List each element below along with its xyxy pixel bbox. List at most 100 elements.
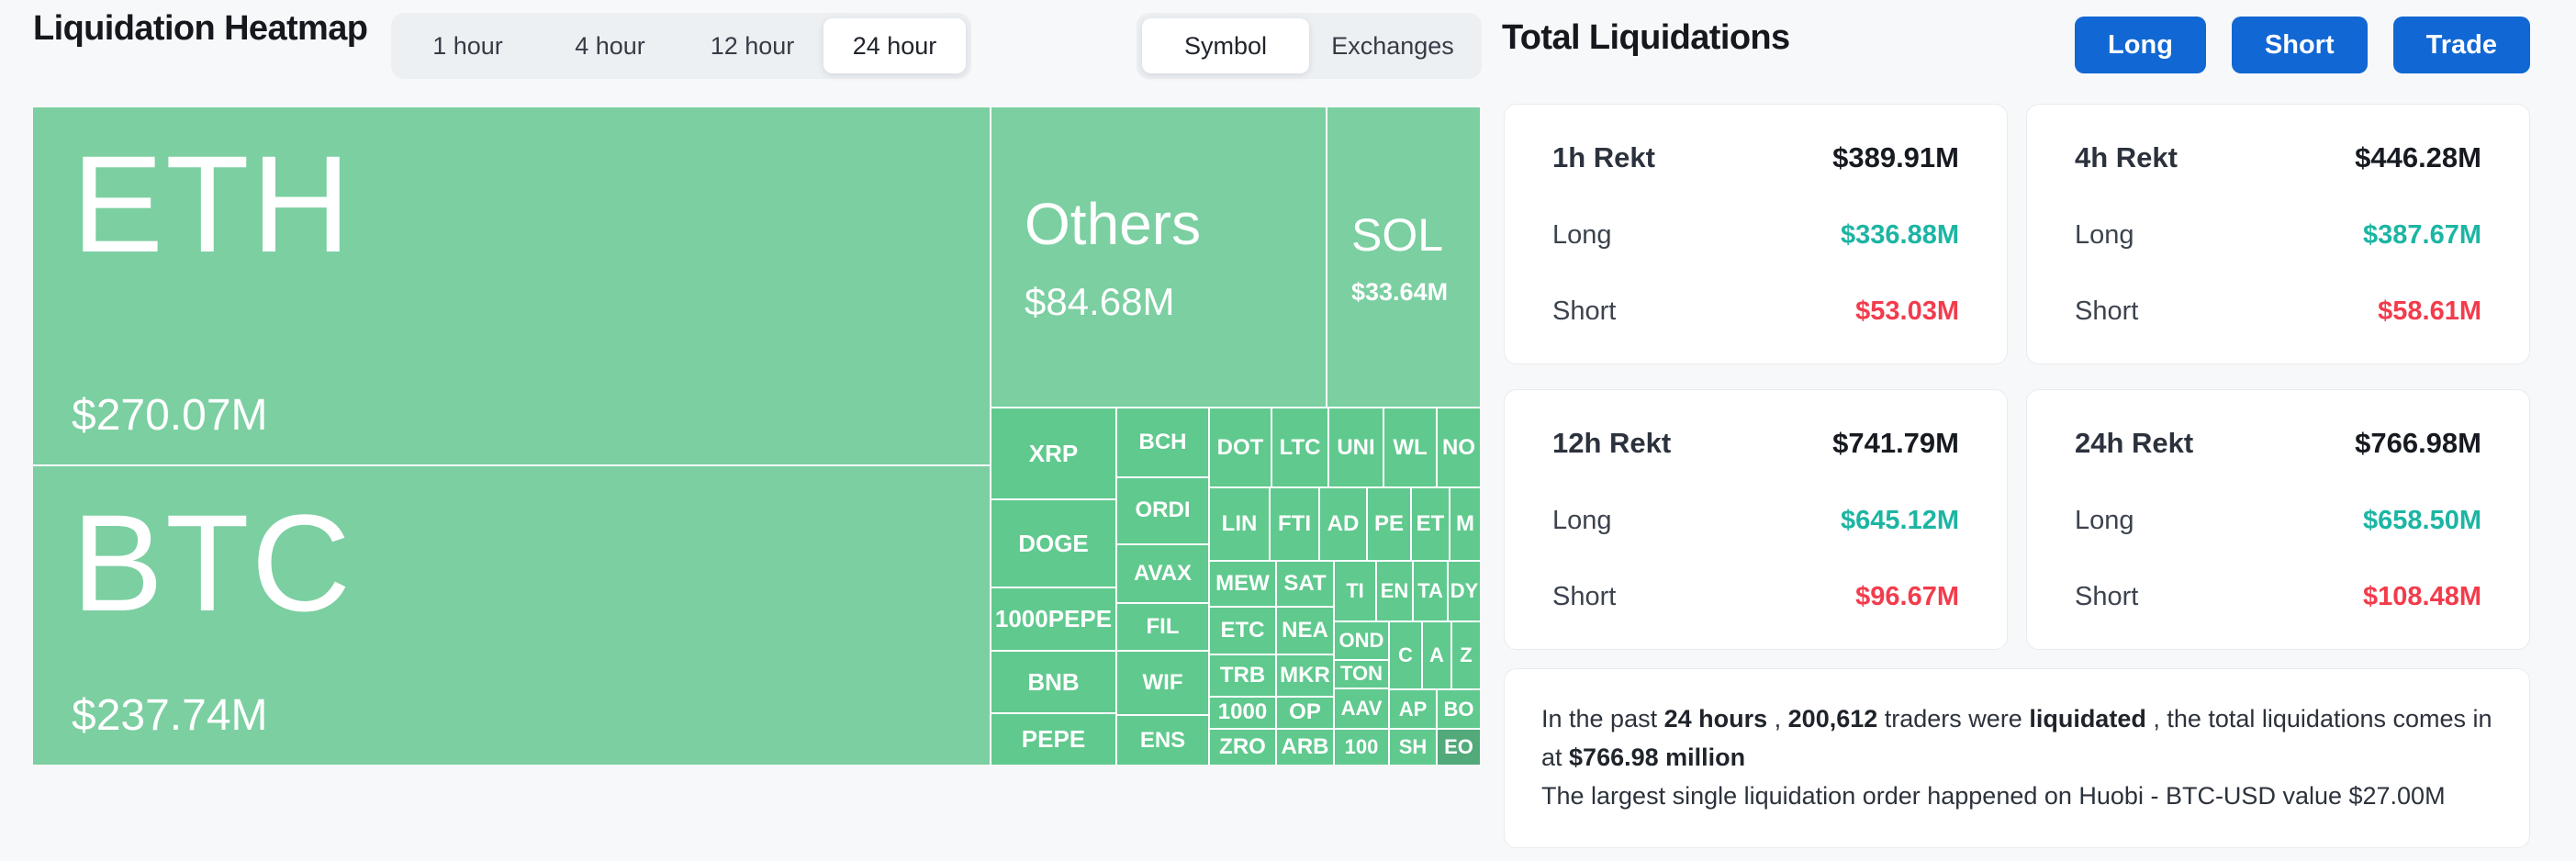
treemap-cell-symbol: TRB <box>1219 663 1266 688</box>
treemap-cell-etc[interactable]: ETC <box>1210 608 1275 654</box>
treemap-cell-m[interactable]: M <box>1450 488 1480 560</box>
long-value: $645.12M <box>1841 506 1959 535</box>
treemap-cell-value: $237.74M <box>72 690 268 740</box>
treemap-cell-symbol: ETH <box>72 127 353 281</box>
card-total: $389.91M <box>1832 141 1959 173</box>
treemap-cell-a[interactable]: A <box>1423 621 1450 688</box>
treemap-cell-symbol: DY <box>1450 578 1479 602</box>
treemap-cell-xrp[interactable]: XRP <box>991 408 1115 498</box>
treemap-cell-pepe[interactable]: PEPE <box>991 714 1115 765</box>
treemap-cell-bch[interactable]: BCH <box>1117 408 1208 476</box>
treemap-cell-btc[interactable]: BTC $237.74M <box>33 466 990 765</box>
short-label: Short <box>1552 582 1617 611</box>
tab-symbol[interactable]: Symbol <box>1142 18 1309 73</box>
short-label: Short <box>1552 296 1617 326</box>
treemap-cell-fti[interactable]: FTI <box>1271 488 1318 560</box>
treemap-cell-symbol: NEA <box>1282 618 1328 643</box>
treemap-cell-ti[interactable]: TI <box>1335 562 1375 621</box>
treemap-cell-1000pepe[interactable]: 1000PEPE <box>991 588 1115 650</box>
treemap-cell-ta[interactable]: TA <box>1414 562 1447 621</box>
treemap-cell-dy[interactable]: DY <box>1449 562 1480 621</box>
treemap-cell-zro[interactable]: ZRO <box>1210 730 1275 765</box>
card-period: 24h Rekt <box>2075 427 2194 459</box>
tab-exchanges[interactable]: Exchanges <box>1331 31 1454 60</box>
long-value: $336.88M <box>1841 220 1959 250</box>
treemap-cell-others[interactable]: Others $84.68M <box>991 107 1326 407</box>
treemap-cell-ap[interactable]: AP <box>1390 690 1436 728</box>
treemap-cell-wl[interactable]: WL <box>1384 408 1436 486</box>
treemap-cell-z[interactable]: Z <box>1452 621 1480 688</box>
treemap-cell-symbol: OND <box>1338 628 1384 652</box>
tab-24-hour[interactable]: 24 hour <box>823 18 966 73</box>
treemap-cell-trb[interactable]: TRB <box>1210 655 1275 696</box>
treemap-cell-c[interactable]: C <box>1390 621 1421 688</box>
treemap-cell-symbol: BO <box>1443 697 1474 721</box>
treemap-cell-sat[interactable]: SAT <box>1277 562 1333 606</box>
long-label: Long <box>1552 506 1612 535</box>
treemap-cell-eth[interactable]: ETH $270.07M <box>33 107 990 464</box>
treemap-cell-symbol: WIF <box>1142 670 1183 695</box>
treemap-cell-symbol: AAV <box>1340 697 1383 720</box>
treemap-cell-value: $270.07M <box>72 391 268 440</box>
rekt-cards: 1h Rekt $389.91M Long $336.88M Short $53… <box>1504 104 2530 650</box>
treemap-cell-100[interactable]: 100 <box>1335 730 1388 765</box>
treemap-cell-symbol: XRP <box>1028 439 1079 467</box>
treemap-cell-sol[interactable]: SOL $33.64M <box>1327 107 1480 407</box>
long-button[interactable]: Long <box>2075 17 2206 73</box>
treemap-cell-uni[interactable]: UNI <box>1329 408 1383 486</box>
treemap-cell-ton[interactable]: TON <box>1335 661 1388 688</box>
treemap-cell-symbol: OP <box>1289 699 1321 725</box>
short-button[interactable]: Short <box>2231 17 2368 73</box>
treemap-cell-symbol: BNB <box>1027 667 1080 696</box>
treemap-cell-doge[interactable]: DOGE <box>991 500 1115 587</box>
short-label: Short <box>2075 296 2139 326</box>
treemap-cell-avax[interactable]: AVAX <box>1117 545 1208 602</box>
treemap-cell-aav[interactable]: AAV <box>1335 689 1388 728</box>
treemap-cell-no[interactable]: NO <box>1438 408 1480 486</box>
treemap-cell-wif[interactable]: WIF <box>1117 652 1208 714</box>
long-label: Long <box>2075 220 2134 250</box>
treemap-cell-sh[interactable]: SH <box>1390 730 1436 765</box>
tab-1-hour[interactable]: 1 hour <box>432 31 503 60</box>
treemap-cell-symbol: SH <box>1398 735 1428 758</box>
treemap-cell-symbol: Z <box>1460 643 1473 666</box>
treemap: ETH $270.07M BTC $237.74M Others $84.68M SOL $3… <box>33 107 1480 765</box>
treemap-cell-symbol: LIN <box>1221 511 1258 536</box>
treemap-cell-bnb[interactable]: BNB <box>991 652 1115 712</box>
treemap-cell-et[interactable]: ET <box>1412 488 1449 560</box>
trade-button[interactable]: Trade <box>2392 17 2530 73</box>
treemap-cell-eo[interactable]: EO <box>1438 730 1480 765</box>
tab-4-hour[interactable]: 4 hour <box>575 31 645 60</box>
treemap-cell-ltc[interactable]: LTC <box>1272 408 1327 486</box>
treemap-cell-mew[interactable]: MEW <box>1210 562 1275 606</box>
treemap-cell-symbol: PE <box>1373 511 1404 536</box>
treemap-cell-arb[interactable]: ARB <box>1277 730 1333 765</box>
action-buttons: Long Short Trade <box>2075 17 2530 73</box>
time-range-tabs: 1 hour 4 hour 12 hour 24 hour <box>391 13 971 79</box>
treemap-cell-symbol: TON <box>1339 662 1383 686</box>
treemap-cell-fil[interactable]: FIL <box>1117 604 1208 650</box>
treemap-cell-ens[interactable]: ENS <box>1117 716 1208 765</box>
treemap-cell-value: $33.64M <box>1351 277 1449 306</box>
rekt-card-24h: 24h Rekt $766.98M Long $658.50M Short $1… <box>2026 389 2530 650</box>
treemap-cell-nea[interactable]: NEA <box>1277 608 1333 654</box>
treemap-cell-ond[interactable]: OND <box>1335 621 1388 659</box>
treemap-cell-symbol: ARB <box>1281 734 1329 759</box>
treemap-cell-ordi[interactable]: ORDI <box>1117 478 1208 543</box>
treemap-cell-dot[interactable]: DOT <box>1210 408 1271 486</box>
treemap-cell-pe[interactable]: PE <box>1368 488 1410 560</box>
treemap-cell-op[interactable]: OP <box>1277 697 1333 728</box>
treemap-cell-1000[interactable]: 1000 <box>1210 697 1275 728</box>
treemap-cell-en[interactable]: EN <box>1377 562 1412 621</box>
card-total: $741.79M <box>1832 427 1959 459</box>
tab-12-hour[interactable]: 12 hour <box>710 31 795 60</box>
treemap-cell-symbol: A <box>1429 643 1444 666</box>
treemap-cell-lin[interactable]: LIN <box>1210 488 1269 560</box>
treemap-cell-symbol: ENS <box>1139 727 1186 753</box>
treemap-cell-symbol: Others <box>1025 191 1202 257</box>
treemap-cell-bo[interactable]: BO <box>1438 690 1480 728</box>
treemap-cell-symbol: AD <box>1327 511 1360 536</box>
treemap-cell-mkr[interactable]: MKR <box>1277 655 1333 696</box>
treemap-cell-ad[interactable]: AD <box>1320 488 1366 560</box>
